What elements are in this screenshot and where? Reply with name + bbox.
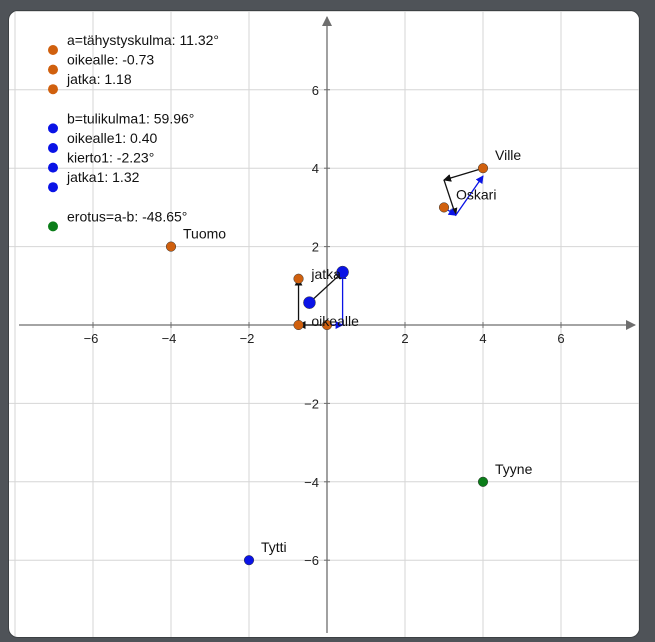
point-tyyne[interactable] (477, 476, 489, 487)
points[interactable] (165, 163, 489, 566)
point-oikealle-point[interactable] (293, 319, 304, 331)
vector-segment[interactable] (309, 271, 344, 304)
y-tick-label: 2 (312, 240, 319, 255)
algebra-item-label: a=tähystyskulma: 11.32° (67, 32, 219, 48)
visibility-toggle-icon[interactable] (48, 221, 58, 232)
algebra-item-label: erotus=a-b: -48.65° (67, 208, 187, 224)
x-tick-label: −6 (84, 331, 99, 346)
vector-segment[interactable] (443, 167, 484, 182)
x-tick-label: 4 (479, 331, 486, 346)
algebra-sidebar[interactable]: a=tähystyskulma: 11.32° oikealle: -0.73 ja… (48, 32, 219, 232)
point-ville[interactable] (477, 163, 489, 174)
y-tick-label: −2 (304, 396, 319, 411)
annotation-jatka: jatka (310, 266, 341, 282)
point-oskari[interactable] (438, 202, 450, 213)
point-label-tuomo: Tuomo (183, 226, 226, 242)
x-tick-label: −4 (162, 331, 177, 346)
geometry-canvas[interactable]: −6 −4 −2 2 4 6 6 4 2 −2 −4 −6 Ville Oskari Tuomo Tyyne… (9, 11, 639, 637)
point-label-tytti: Tytti (261, 539, 287, 555)
x-tick-label: 6 (557, 331, 564, 346)
x-tick-label: 2 (401, 331, 408, 346)
y-tick-label: 4 (312, 161, 319, 176)
y-tick-label: 6 (312, 83, 319, 98)
algebra-item-label: jatka: 1.18 (66, 71, 132, 87)
algebra-item-label: oikealle1: 0.40 (67, 130, 158, 146)
x-tick-label: −2 (240, 331, 255, 346)
visibility-toggle-icon[interactable] (48, 84, 58, 95)
point-tytti[interactable] (243, 555, 255, 566)
point-origin[interactable] (321, 319, 333, 331)
algebra-item-label: jatka1: 1.32 (66, 169, 140, 185)
algebra-item-label: oikealle: -0.73 (67, 52, 154, 68)
point-label-tyyne: Tyyne (495, 461, 533, 477)
annotation-oikealle: oikealle (311, 313, 359, 329)
visibility-toggle-icon[interactable] (48, 143, 58, 153)
visibility-toggle-icon[interactable] (48, 45, 58, 55)
visibility-toggle-icon[interactable] (48, 64, 58, 75)
visibility-toggle-icon[interactable] (48, 182, 58, 193)
y-tick-label: −4 (304, 475, 319, 490)
point-label-ville: Ville (495, 147, 521, 163)
visibility-toggle-icon[interactable] (48, 162, 58, 173)
visibility-toggle-icon[interactable] (48, 123, 58, 134)
point-jatka-point[interactable] (293, 273, 304, 284)
point-tuomo[interactable] (165, 241, 177, 252)
point-blue-point-1[interactable] (303, 296, 316, 309)
point-blue-point-2[interactable] (336, 265, 349, 279)
point-label-oskari: Oskari (456, 186, 496, 202)
algebra-item-label: b=tulikulma1: 59.96° (67, 110, 194, 126)
y-tick-label: −6 (304, 553, 319, 568)
algebra-item-label: kierto1: -2.23° (67, 150, 154, 166)
labels: Ville Oskari Tuomo Tyyne Tytti jatka oikealle (183, 147, 533, 555)
vector-segment[interactable] (455, 175, 484, 216)
geometry-canvas-frame: −6 −4 −2 2 4 6 6 4 2 −2 −4 −6 Ville Oskari Tuomo Tyyne… (8, 10, 640, 638)
